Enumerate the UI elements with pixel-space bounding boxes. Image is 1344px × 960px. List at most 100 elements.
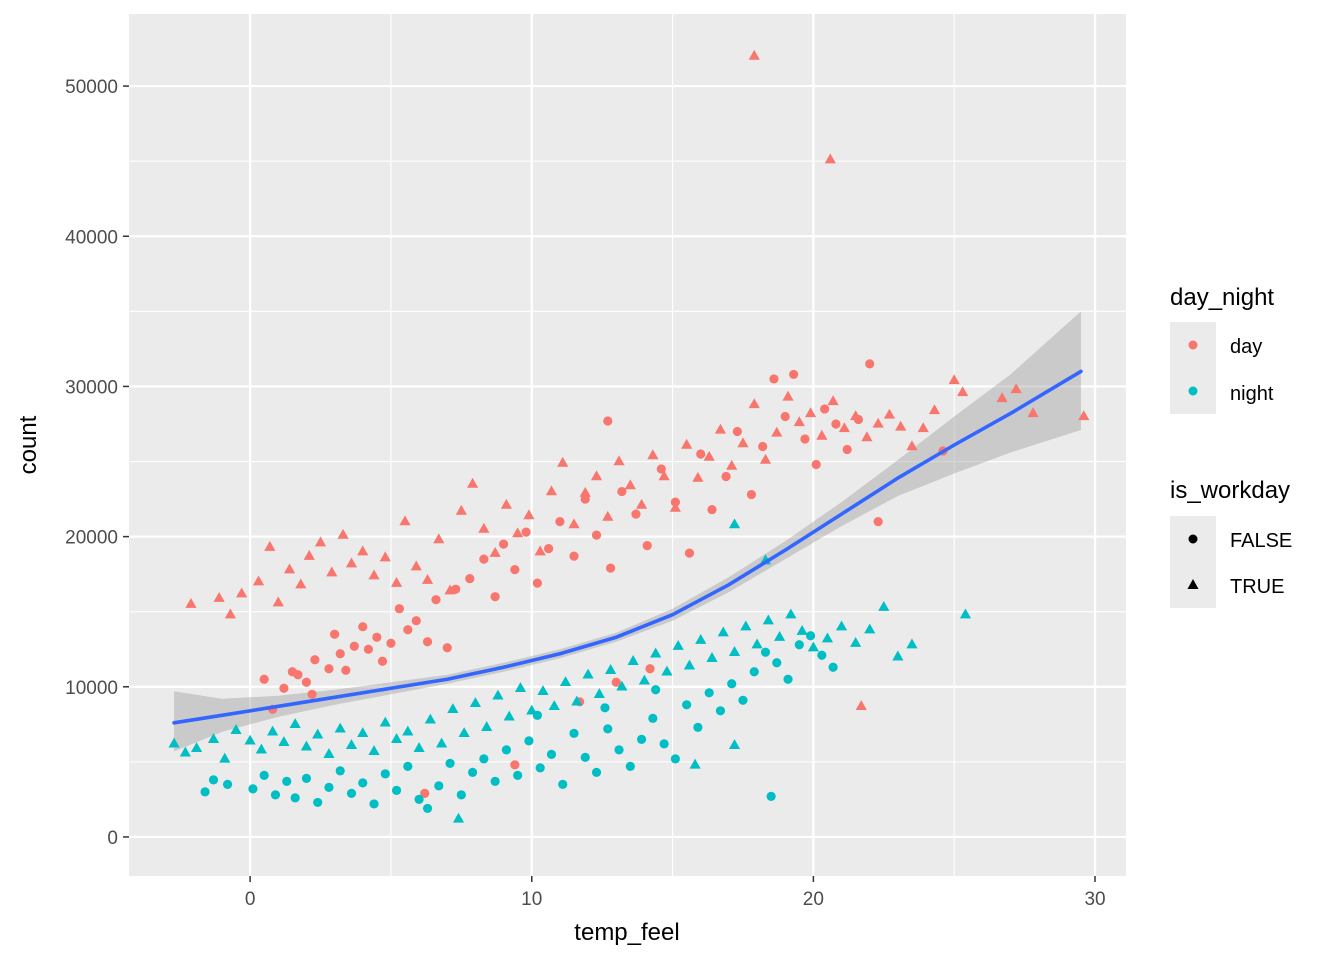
night-nonworkday-point [749, 667, 759, 677]
night-nonworkday-point [636, 734, 647, 744]
day-workday-point [455, 504, 467, 515]
day-nonworkday-point [732, 426, 742, 437]
night-workday-point [492, 689, 504, 700]
day-workday-point [283, 563, 296, 574]
night-nonworkday-point [693, 722, 703, 732]
night-nonworkday-point [513, 770, 523, 780]
day-workday-point [850, 410, 862, 421]
night-workday-point [503, 710, 515, 721]
day-workday-point [855, 700, 867, 711]
night-workday-point [796, 625, 808, 635]
day-workday-point [928, 404, 941, 415]
night-nonworkday-point [535, 763, 545, 773]
day-nonworkday-point [769, 374, 779, 384]
day-nonworkday-point [479, 554, 489, 564]
day-workday-point [624, 479, 636, 490]
day-workday-point [523, 509, 535, 520]
night-nonworkday-point [358, 778, 368, 788]
day-nonworkday-point [544, 544, 554, 554]
night-nonworkday-point [727, 679, 737, 689]
day-workday-point [726, 459, 738, 470]
night-nonworkday-point [222, 779, 233, 789]
night-nonworkday-point [805, 631, 816, 641]
night-workday-point [357, 727, 369, 738]
night-workday-point [207, 733, 220, 744]
night-workday-point [821, 632, 834, 643]
day-nonworkday-point [372, 632, 382, 642]
day-workday-point [478, 522, 490, 533]
night-nonworkday-point [248, 784, 258, 794]
day-nonworkday-point [684, 548, 695, 558]
night-workday-point [864, 623, 876, 634]
day-nonworkday-point [510, 760, 520, 770]
day-workday-point [692, 471, 704, 482]
day-workday-point [390, 576, 403, 587]
day-workday-point [816, 429, 828, 440]
night-workday-point [683, 659, 696, 670]
day-nonworkday-point [431, 595, 441, 605]
night-workday-point [267, 725, 279, 736]
day-nonworkday-point [358, 622, 368, 632]
day-workday-point [883, 408, 896, 419]
day-nonworkday-point [820, 404, 830, 414]
night-workday-point [424, 713, 436, 724]
day-workday-point [568, 518, 580, 529]
night-workday-point [672, 640, 684, 650]
night-nonworkday-point [600, 703, 610, 713]
legend-label-night: night [1230, 383, 1274, 405]
day-workday-point [557, 456, 569, 467]
night-nonworkday-point [760, 647, 771, 657]
day-nonworkday-point [611, 677, 621, 687]
night-nonworkday-point [558, 779, 568, 789]
legend-label-day: day [1230, 336, 1262, 358]
day-nonworkday-point [329, 629, 340, 639]
y-tick-label: 30000 [65, 377, 118, 398]
day-nonworkday-point [335, 649, 345, 659]
day-workday-point [345, 557, 358, 568]
legend-label-true: TRUE [1230, 576, 1284, 598]
x-tick-label: 30 [1084, 889, 1105, 910]
night-workday-point [740, 620, 752, 631]
day-workday-point [1010, 383, 1022, 394]
smooth-trend-line [172, 369, 1083, 725]
legend-day-night: day_night day night [1170, 284, 1274, 414]
night-nonworkday-point [580, 752, 590, 762]
night-workday-point [345, 739, 358, 750]
day-nonworkday-point [645, 664, 655, 674]
night-nonworkday-point [648, 713, 658, 723]
day-workday-point [264, 540, 276, 551]
night-nonworkday-point [670, 754, 680, 764]
day-workday-point [703, 450, 715, 461]
night-workday-point [751, 638, 763, 649]
x-tick-label: 0 [245, 889, 256, 910]
night-nonworkday-point [738, 695, 748, 705]
night-workday-point [605, 664, 617, 674]
day-nonworkday-point [386, 638, 396, 648]
day-nonworkday-point [811, 459, 821, 470]
legend-symbol-day [1188, 340, 1198, 350]
y-tick-label: 0 [107, 828, 118, 849]
night-workday-point [695, 634, 707, 644]
day-workday-point [917, 422, 929, 433]
night-nonworkday-point [259, 770, 269, 780]
night-workday-point [785, 608, 797, 619]
day-workday-point [303, 549, 315, 560]
night-nonworkday-point [591, 767, 602, 777]
day-workday-point [379, 551, 391, 562]
day-workday-point [1027, 407, 1039, 418]
night-workday-point [559, 676, 572, 686]
day-nonworkday-point [442, 643, 452, 653]
night-workday-point [892, 650, 904, 661]
day-workday-point [579, 486, 591, 497]
legend-is-workday: is_workday FALSE TRUE [1170, 477, 1292, 608]
day-nonworkday-point [642, 541, 652, 551]
day-workday-point [421, 573, 434, 584]
legend-symbol-night [1188, 386, 1198, 396]
day-nonworkday-point [521, 527, 531, 537]
smooth-line [172, 369, 1083, 725]
night-workday-point [452, 812, 465, 823]
day-nonworkday-point [279, 683, 289, 693]
day-workday-point [466, 477, 479, 488]
night-workday-point [244, 734, 256, 745]
day-nonworkday-point [631, 509, 641, 519]
